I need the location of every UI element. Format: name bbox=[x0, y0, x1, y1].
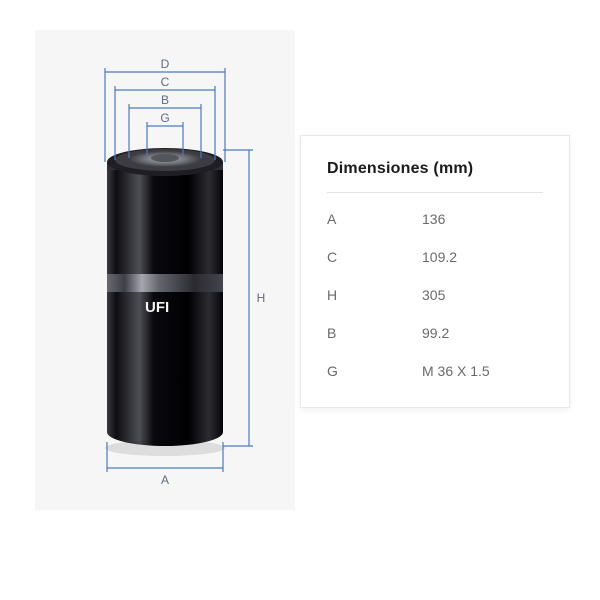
dimension-key: B bbox=[327, 325, 422, 341]
dimension-row: G M 36 X 1.5 bbox=[327, 363, 543, 379]
dimensions-list: A 136 C 109.2 H 305 B 99.2 G M 36 X 1.5 bbox=[327, 211, 543, 379]
dimension-key: C bbox=[327, 249, 422, 265]
brand-label: UFI bbox=[145, 299, 169, 316]
dimension-value: 305 bbox=[422, 287, 543, 303]
dimension-value: M 36 X 1.5 bbox=[422, 363, 543, 379]
dimension-row: H 305 bbox=[327, 287, 543, 303]
dimension-row: A 136 bbox=[327, 211, 543, 227]
dim-label-b: B bbox=[161, 93, 169, 107]
dimension-key: A bbox=[327, 211, 422, 227]
dimension-value: 109.2 bbox=[422, 249, 543, 265]
product-diagram-panel: UFI bbox=[35, 30, 295, 510]
dim-label-d: D bbox=[161, 57, 170, 71]
filter-illustration: UFI bbox=[105, 148, 225, 456]
product-diagram: UFI bbox=[45, 50, 285, 490]
dimension-key: H bbox=[327, 287, 422, 303]
dim-label-g: G bbox=[160, 111, 169, 125]
dimension-key: G bbox=[327, 363, 422, 379]
dim-label-c: C bbox=[161, 75, 170, 89]
dimensions-title: Dimensiones (mm) bbox=[327, 160, 543, 193]
dimension-value: 99.2 bbox=[422, 325, 543, 341]
dimension-row: B 99.2 bbox=[327, 325, 543, 341]
dim-label-a: A bbox=[161, 473, 169, 487]
dimension-value: 136 bbox=[422, 211, 543, 227]
dimensions-panel: Dimensiones (mm) A 136 C 109.2 H 305 B 9… bbox=[300, 135, 570, 408]
dim-label-h: H bbox=[257, 291, 266, 305]
dimension-row: C 109.2 bbox=[327, 249, 543, 265]
